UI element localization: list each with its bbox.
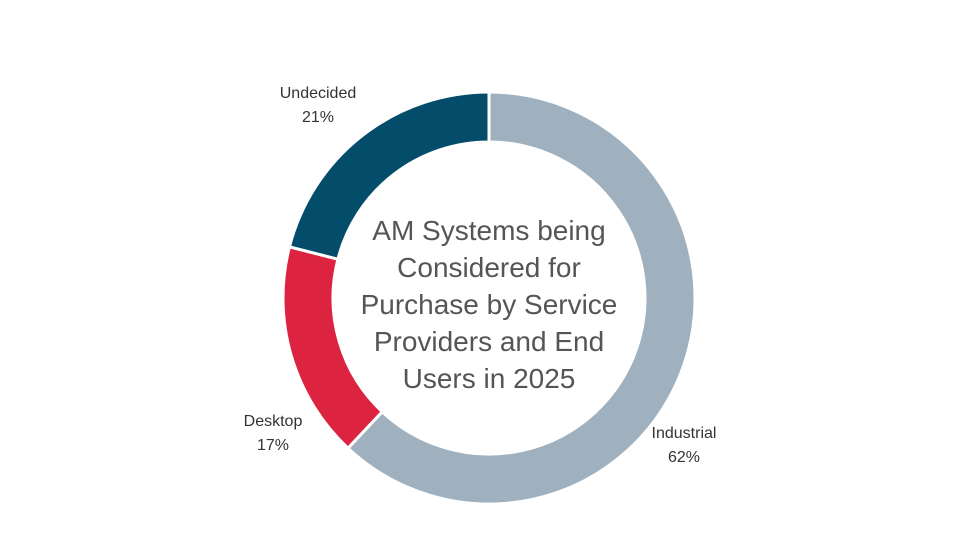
label-industrial-name: Industrial <box>651 425 717 442</box>
label-undecided: Undecided 21% <box>258 82 378 130</box>
chart-title: AM Systems being Considered for Purchase… <box>360 215 618 394</box>
label-undecided-name: Undecided <box>279 85 357 102</box>
label-industrial-value: 62% <box>667 449 701 466</box>
slice-undecided <box>287 90 491 262</box>
label-industrial: Industrial 62% <box>624 422 744 470</box>
label-desktop-name: Desktop <box>243 413 303 430</box>
slice-industrial <box>345 90 697 506</box>
label-desktop: Desktop 17% <box>213 410 333 458</box>
label-undecided-value: 21% <box>301 109 335 126</box>
label-desktop-value: 17% <box>256 437 290 454</box>
